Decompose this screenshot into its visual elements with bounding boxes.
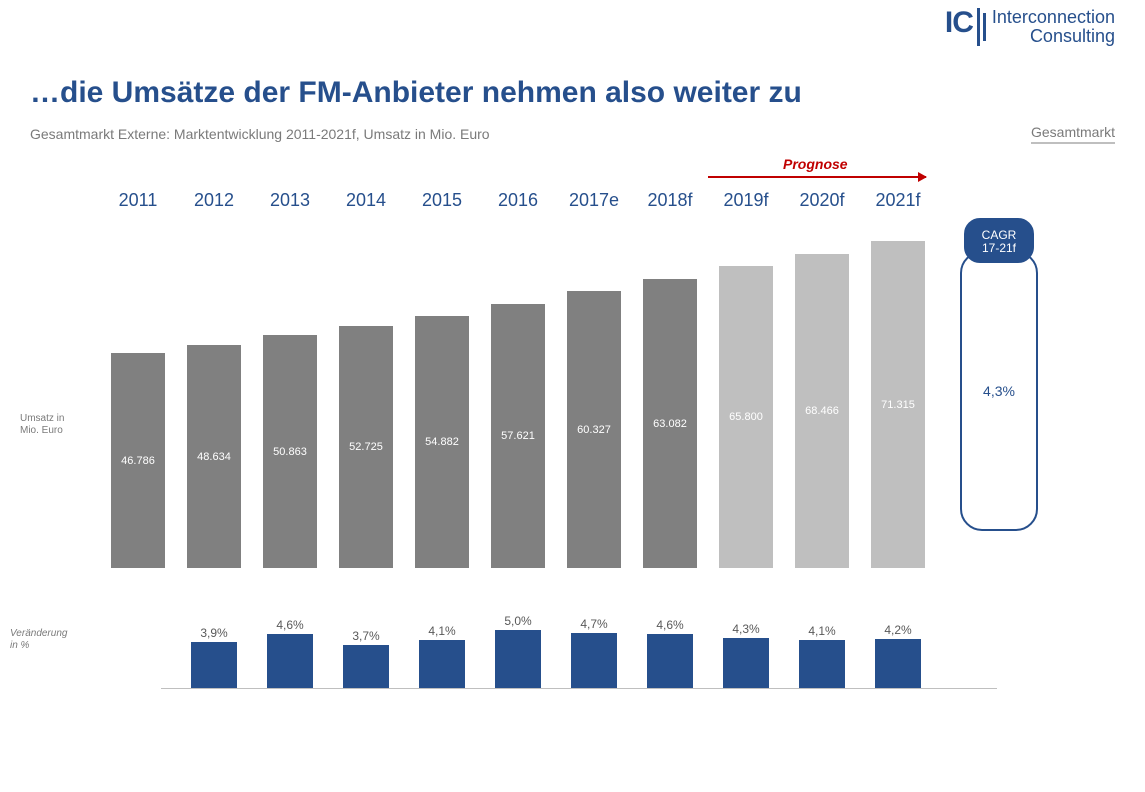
change-bar-col: 4,2% bbox=[860, 588, 936, 688]
y-axis-label-top: Umsatz in Mio. Euro bbox=[20, 413, 100, 437]
cagr-header: CAGR17-21f bbox=[964, 218, 1034, 263]
y2-line2: in % bbox=[10, 640, 29, 651]
year-label: 2019f bbox=[708, 190, 784, 214]
prognose-label: Prognose bbox=[783, 156, 848, 172]
revenue-bar: 46.786 bbox=[111, 353, 165, 568]
subtitle-left: Gesamtmarkt Externe: Marktentwicklung 20… bbox=[30, 126, 490, 142]
revenue-bar-col: 65.800 bbox=[708, 224, 784, 568]
subtitle-right: Gesamtmarkt bbox=[1031, 124, 1115, 144]
baseline bbox=[161, 688, 997, 689]
year-label: 2013 bbox=[252, 190, 328, 214]
change-bar-col: 4,3% bbox=[708, 588, 784, 688]
revenue-bar: 52.725 bbox=[339, 326, 393, 568]
revenue-bar-col: 57.621 bbox=[480, 224, 556, 568]
change-bar bbox=[495, 630, 541, 688]
change-value-label: 4,6% bbox=[656, 618, 683, 632]
revenue-bar: 48.634 bbox=[187, 345, 241, 568]
year-label: 2014 bbox=[328, 190, 404, 214]
chart-area: Prognose 2011201220132014201520162017e20… bbox=[100, 158, 1120, 718]
change-value-label: 4,3% bbox=[732, 622, 759, 636]
prognose-arrow-icon bbox=[708, 176, 926, 178]
year-label: 2012 bbox=[176, 190, 252, 214]
revenue-bar: 68.466 bbox=[795, 254, 849, 568]
y1-line1: Umsatz in bbox=[20, 413, 64, 424]
change-bar-col: 3,7% bbox=[328, 588, 404, 688]
revenue-bar-col: 50.863 bbox=[252, 224, 328, 568]
year-label: 2015 bbox=[404, 190, 480, 214]
change-bar bbox=[723, 638, 769, 688]
revenue-bar-col: 60.327 bbox=[556, 224, 632, 568]
prognose-row: Prognose bbox=[100, 158, 1120, 182]
change-bar-col: 4,6% bbox=[632, 588, 708, 688]
revenue-bar-col: 46.786 bbox=[100, 224, 176, 568]
page-title: …die Umsätze der FM-Anbieter nehmen also… bbox=[30, 76, 1115, 110]
logo-text: Interconnection Consulting bbox=[992, 8, 1115, 46]
revenue-bar: 60.327 bbox=[567, 291, 621, 568]
revenue-bar-col: 48.634 bbox=[176, 224, 252, 568]
revenue-bar: 50.863 bbox=[263, 335, 317, 568]
revenue-bar-col: 68.466 bbox=[784, 224, 860, 568]
change-bar-col: 4,7% bbox=[556, 588, 632, 688]
change-bar bbox=[267, 634, 313, 688]
logo-line1: Interconnection bbox=[992, 8, 1115, 27]
change-value-label: 4,7% bbox=[580, 617, 607, 631]
revenue-bar: 71.315 bbox=[871, 241, 925, 568]
change-value-label: 3,7% bbox=[352, 629, 379, 643]
change-bar bbox=[571, 633, 617, 688]
change-bar bbox=[799, 640, 845, 688]
change-bar-col: 4,1% bbox=[404, 588, 480, 688]
revenue-bar: 63.082 bbox=[643, 279, 697, 568]
x-axis-labels: 2011201220132014201520162017e2018f2019f2… bbox=[100, 190, 1120, 214]
logo-line2: Consulting bbox=[992, 27, 1115, 46]
change-value-label: 4,6% bbox=[276, 618, 303, 632]
revenue-bar-col: 63.082 bbox=[632, 224, 708, 568]
change-bar bbox=[647, 634, 693, 688]
change-bar bbox=[419, 640, 465, 688]
y-axis-label-bottom: Veränderung in % bbox=[10, 628, 100, 652]
change-value-label: 5,0% bbox=[504, 614, 531, 628]
change-bar-chart: Veränderung in % 3,9%4,6%3,7%4,1%5,0%4,7… bbox=[100, 588, 1120, 688]
change-bar bbox=[343, 645, 389, 688]
change-value-label: 4,2% bbox=[884, 623, 911, 637]
change-value-label: 4,1% bbox=[428, 624, 455, 638]
year-label: 2011 bbox=[100, 190, 176, 214]
year-label: 2016 bbox=[480, 190, 556, 214]
revenue-bar: 57.621 bbox=[491, 304, 545, 568]
change-bar-col: 4,1% bbox=[784, 588, 860, 688]
change-bar bbox=[875, 639, 921, 688]
cagr-value: 4,3% bbox=[960, 251, 1038, 531]
year-label: 2021f bbox=[860, 190, 936, 214]
revenue-bar-col: 52.725 bbox=[328, 224, 404, 568]
year-label: 2017e bbox=[556, 190, 632, 214]
y1-line2: Mio. Euro bbox=[20, 425, 63, 436]
logo-mark: IC bbox=[945, 8, 986, 46]
year-label: 2020f bbox=[784, 190, 860, 214]
logo-bars-icon bbox=[977, 8, 986, 46]
revenue-bar: 65.800 bbox=[719, 266, 773, 568]
revenue-bar-col: 71.315 bbox=[860, 224, 936, 568]
change-bar bbox=[191, 642, 237, 688]
y2-line1: Veränderung bbox=[10, 628, 67, 639]
change-bar-col: 5,0% bbox=[480, 588, 556, 688]
change-bar-col: 4,6% bbox=[252, 588, 328, 688]
change-value-label: 3,9% bbox=[200, 626, 227, 640]
change-bar-col: 3,9% bbox=[176, 588, 252, 688]
year-label: 2018f bbox=[632, 190, 708, 214]
logo-letters: IC bbox=[945, 8, 973, 38]
revenue-bar: 54.882 bbox=[415, 316, 469, 568]
cagr-callout: CAGR17-21f 4,3% bbox=[960, 218, 1038, 531]
change-value-label: 4,1% bbox=[808, 624, 835, 638]
brand-logo: IC Interconnection Consulting bbox=[945, 8, 1115, 46]
revenue-bar-col: 54.882 bbox=[404, 224, 480, 568]
